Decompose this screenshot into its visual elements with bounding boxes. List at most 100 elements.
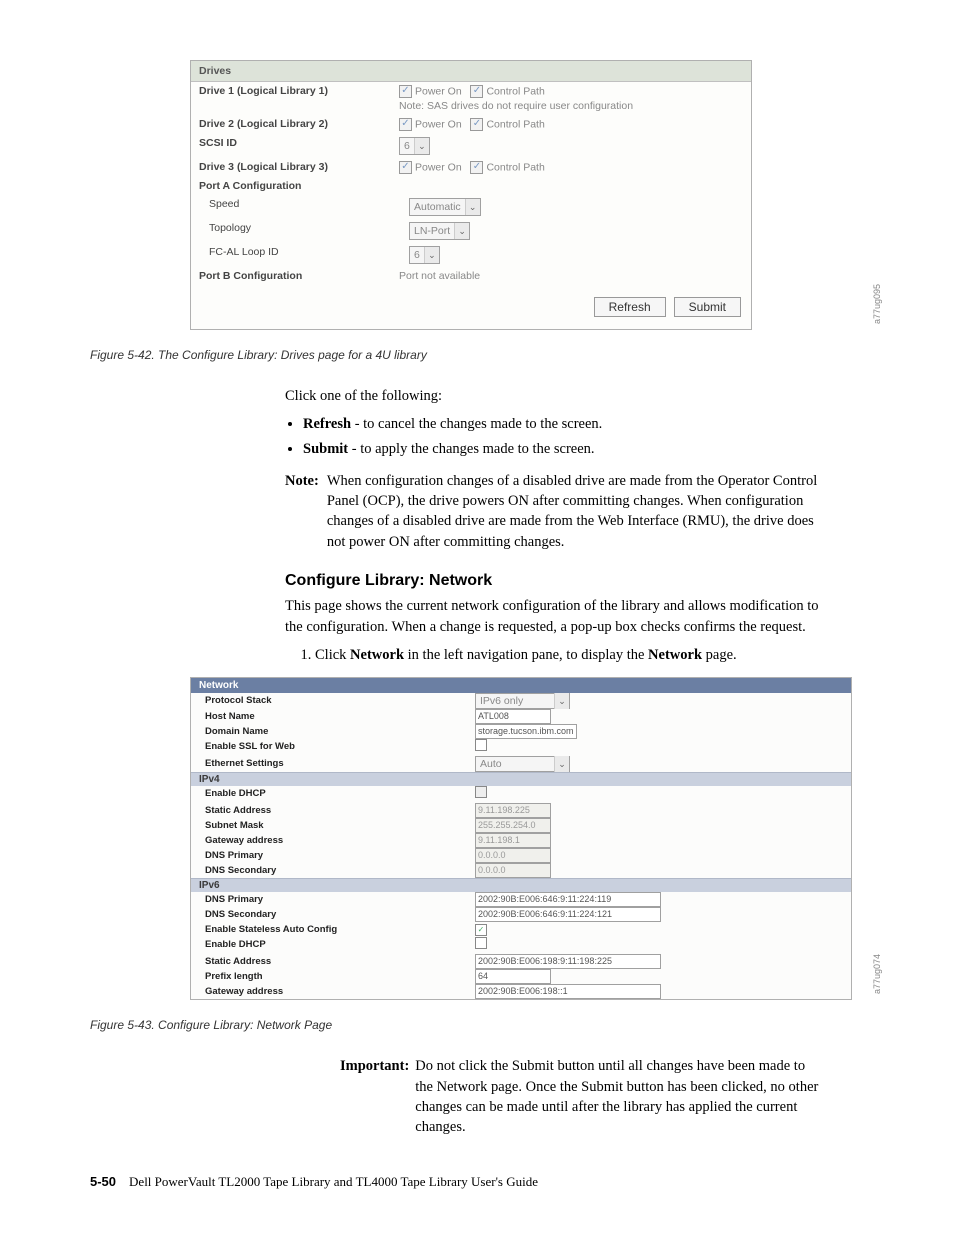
ipv6-subheader: IPv6 <box>191 878 851 892</box>
page-footer: 5-50 Dell PowerVault TL2000 Tape Library… <box>90 1174 864 1190</box>
text-input[interactable]: 64 <box>475 969 551 984</box>
text-input-disabled: 9.11.198.225 <box>475 803 551 818</box>
checkbox[interactable] <box>475 739 487 751</box>
network-row: Enable Stateless Auto Config✓ <box>191 922 851 937</box>
network-row: Enable DHCP <box>191 786 851 803</box>
figure-code: a77ug095 <box>872 284 882 324</box>
footer-title: Dell PowerVault TL2000 Tape Library and … <box>129 1174 538 1189</box>
network-row-label: Subnet Mask <box>199 818 475 833</box>
network-row-label: Enable SSL for Web <box>199 739 475 756</box>
text-input[interactable]: 2002:90B:E006:198::1 <box>475 984 661 999</box>
checkbox-icon[interactable]: ✓ <box>399 118 412 131</box>
dropdown[interactable]: Automatic⌄ <box>409 198 481 216</box>
row-label: Drive 3 (Logical Library 3) <box>199 161 399 174</box>
network-row-label: Domain Name <box>199 724 475 739</box>
network-row-value: 64 <box>475 969 843 984</box>
row-value: LN-Port⌄ <box>409 222 743 240</box>
chevron-down-icon: ⌄ <box>414 138 429 154</box>
text-input[interactable]: 2002:90B:E006:198:9:11:198:225 <box>475 954 661 969</box>
network-config-panel: Network Protocol StackIPv6 only⌄Host Nam… <box>190 677 852 1000</box>
checkbox-icon[interactable]: ✓ <box>399 161 412 174</box>
config-row: Port B ConfigurationPort not available <box>191 267 751 285</box>
row-label: Port A Configuration <box>199 180 399 192</box>
network-row: Gateway address2002:90B:E006:198::1 <box>191 984 851 999</box>
dropdown[interactable]: 6⌄ <box>409 246 440 264</box>
note-block: Note: When configuration changes of a di… <box>285 471 824 552</box>
row-label: FC-AL Loop ID <box>199 246 409 264</box>
row-value: ✓Power On ✓Control Path <box>399 118 743 131</box>
network-row: Protocol StackIPv6 only⌄ <box>191 693 851 709</box>
network-row: Static Address2002:90B:E006:198:9:11:198… <box>191 954 851 969</box>
row-value: 6⌄ <box>399 137 743 155</box>
row-value: ✓Power On ✓Control PathNote: SAS drives … <box>399 85 743 112</box>
important-block: Important: Do not click the Submit butto… <box>340 1056 824 1137</box>
figure-caption-1: Figure 5-42. The Configure Library: Driv… <box>90 348 864 362</box>
dropdown[interactable]: LN-Port⌄ <box>409 222 470 240</box>
network-row: Gateway address9.11.198.1 <box>191 833 851 848</box>
important-text: Do not click the Submit button until all… <box>415 1056 824 1137</box>
submit-button[interactable]: Submit <box>674 297 741 317</box>
network-row-value: ✓ <box>475 922 843 937</box>
network-row-value: 9.11.198.225 <box>475 803 843 818</box>
config-row: SCSI ID6⌄ <box>191 134 751 158</box>
network-row-value: 2002:90B:E006:646:9:11:224:119 <box>475 892 843 907</box>
text-input[interactable]: ATL008 <box>475 709 551 724</box>
network-row: Ethernet SettingsAuto⌄ <box>191 756 851 772</box>
dropdown[interactable]: IPv6 only⌄ <box>475 693 570 709</box>
text-input[interactable]: 2002:90B:E006:646:9:11:224:119 <box>475 892 661 907</box>
checkbox-disabled <box>475 786 487 798</box>
refresh-button[interactable]: Refresh <box>594 297 666 317</box>
bullet-item: Submit - to apply the changes made to th… <box>303 439 824 459</box>
text-input[interactable]: storage.tucson.ibm.com <box>475 724 577 739</box>
drives-config-panel: Drives Drive 1 (Logical Library 1)✓Power… <box>190 60 752 330</box>
bullet-item: Refresh - to cancel the changes made to … <box>303 414 824 434</box>
network-row-label: DNS Primary <box>199 848 475 863</box>
text-input-disabled: 0.0.0.0 <box>475 848 551 863</box>
checkbox[interactable]: ✓ <box>475 924 487 936</box>
network-row-label: DNS Primary <box>199 892 475 907</box>
chevron-down-icon: ⌄ <box>554 756 569 772</box>
page-number: 5-50 <box>90 1174 116 1189</box>
chevron-down-icon: ⌄ <box>554 693 569 709</box>
row-label: SCSI ID <box>199 137 399 155</box>
important-label: Important: <box>340 1056 409 1137</box>
checkbox-icon[interactable]: ✓ <box>399 85 412 98</box>
config-row: Port A Configuration <box>191 177 751 195</box>
dropdown[interactable]: Auto⌄ <box>475 756 570 772</box>
row-value <box>399 180 743 192</box>
config-row: SpeedAutomatic⌄ <box>191 195 751 219</box>
dropdown[interactable]: 6⌄ <box>399 137 430 155</box>
network-row-label: Protocol Stack <box>199 693 475 709</box>
drives-header: Drives <box>191 61 751 82</box>
text-input-disabled: 255.255.254.0 <box>475 818 551 833</box>
row-value: Automatic⌄ <box>409 198 743 216</box>
network-row: Static Address9.11.198.225 <box>191 803 851 818</box>
network-row-value: 255.255.254.0 <box>475 818 843 833</box>
button-row: Refresh Submit <box>191 285 751 329</box>
network-row-label: Host Name <box>199 709 475 724</box>
chevron-down-icon: ⌄ <box>454 223 469 239</box>
network-row-label: Ethernet Settings <box>199 756 475 772</box>
config-row: Drive 3 (Logical Library 3)✓Power On ✓Co… <box>191 158 751 177</box>
network-row-value: ATL008 <box>475 709 843 724</box>
note-label: Note: <box>285 471 319 552</box>
network-row: Host NameATL008 <box>191 709 851 724</box>
row-label: Drive 2 (Logical Library 2) <box>199 118 399 131</box>
note-text: When configuration changes of a disabled… <box>327 471 824 552</box>
checkbox-icon[interactable]: ✓ <box>470 85 483 98</box>
checkbox-icon[interactable]: ✓ <box>470 161 483 174</box>
network-row-value: 9.11.198.1 <box>475 833 843 848</box>
network-row-value: 0.0.0.0 <box>475 848 843 863</box>
chevron-down-icon: ⌄ <box>424 247 439 263</box>
checkbox[interactable] <box>475 937 487 949</box>
ipv4-subheader: IPv4 <box>191 772 851 786</box>
text-input[interactable]: 2002:90B:E006:646:9:11:224:121 <box>475 907 661 922</box>
network-row-value: storage.tucson.ibm.com <box>475 724 843 739</box>
network-row-label: Gateway address <box>199 984 475 999</box>
network-row: Subnet Mask255.255.254.0 <box>191 818 851 833</box>
network-row-value: IPv6 only⌄ <box>475 693 843 709</box>
network-row: DNS Secondary2002:90B:E006:646:9:11:224:… <box>191 907 851 922</box>
config-row: Drive 2 (Logical Library 2)✓Power On ✓Co… <box>191 115 751 134</box>
text-input-disabled: 0.0.0.0 <box>475 863 551 878</box>
checkbox-icon[interactable]: ✓ <box>470 118 483 131</box>
